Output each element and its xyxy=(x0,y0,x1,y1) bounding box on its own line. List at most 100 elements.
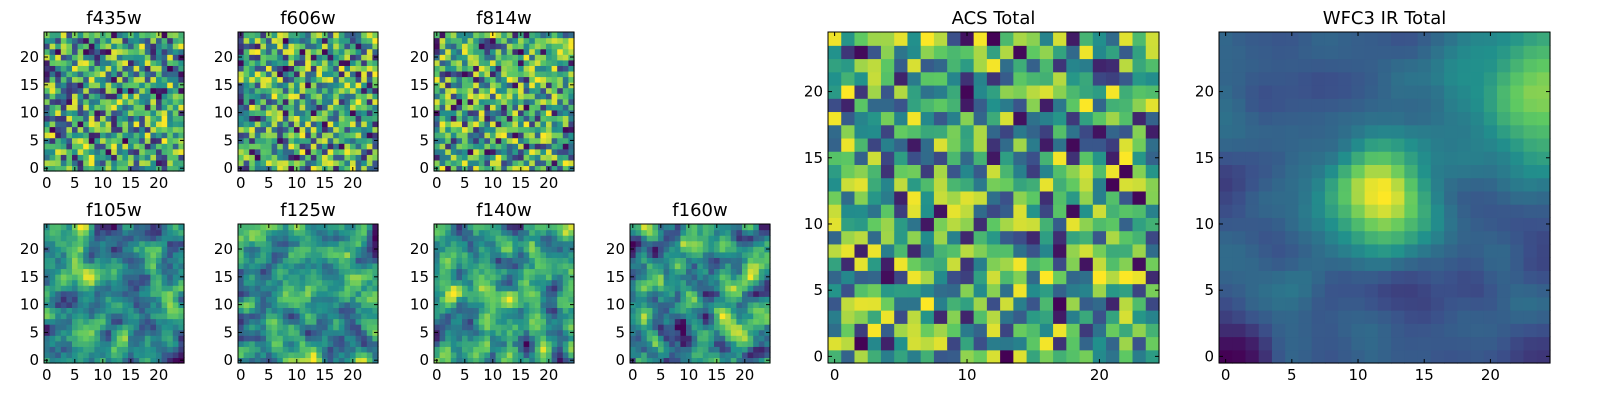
heatmap-cell xyxy=(139,351,146,359)
heatmap-cell xyxy=(333,59,340,66)
heatmap-cell xyxy=(894,204,909,218)
heatmap-cell xyxy=(462,137,469,144)
heatmap-cell xyxy=(1039,270,1054,285)
heatmap-cell xyxy=(960,349,975,364)
heatmap-cell xyxy=(322,137,329,144)
heatmap-cell xyxy=(288,126,295,133)
heatmap-cell xyxy=(742,340,749,347)
heatmap-cell xyxy=(534,324,541,331)
heatmap-cell xyxy=(310,257,317,264)
heatmap-cell xyxy=(529,307,536,314)
heatmap-cell xyxy=(156,59,163,66)
heatmap-cell xyxy=(88,70,95,78)
heatmap-cell xyxy=(680,262,687,270)
heatmap-cell xyxy=(568,154,575,161)
heatmap-cell xyxy=(249,120,256,128)
heatmap-cell xyxy=(111,165,118,172)
heatmap-cell xyxy=(557,246,564,253)
heatmap-cell xyxy=(686,312,693,320)
heatmap-cell xyxy=(635,290,642,297)
heatmap-cell xyxy=(495,154,502,161)
heatmap-cell xyxy=(758,268,765,275)
heatmap-cell xyxy=(719,340,726,347)
heatmap-cell xyxy=(501,137,508,144)
heatmap-cell xyxy=(1026,230,1041,245)
heatmap-cell xyxy=(630,307,637,314)
heatmap-cell xyxy=(72,143,79,150)
heatmap-cell xyxy=(529,154,536,161)
heatmap-cell xyxy=(167,224,174,231)
heatmap-cell xyxy=(518,318,525,325)
heatmap-cell xyxy=(167,274,174,281)
heatmap-cell xyxy=(150,274,157,281)
heatmap-cell xyxy=(730,324,737,331)
heatmap-cell xyxy=(646,301,653,308)
heatmap-cell xyxy=(338,229,345,236)
heatmap-cell xyxy=(473,274,480,281)
heatmap-cell xyxy=(714,274,721,281)
heatmap-cell xyxy=(249,154,256,161)
heatmap-cell xyxy=(144,290,151,297)
heatmap-cell xyxy=(49,126,56,133)
heatmap-cell xyxy=(128,318,135,325)
heatmap-cell xyxy=(529,346,536,353)
heatmap-cell xyxy=(344,357,351,364)
heatmap-cell xyxy=(523,335,530,342)
heatmap-cell xyxy=(652,296,659,303)
heatmap-cell xyxy=(94,262,101,270)
heatmap-cell xyxy=(450,126,457,133)
heatmap-cell xyxy=(122,274,129,281)
heatmap-cell xyxy=(697,290,704,297)
heatmap-cell xyxy=(450,120,457,128)
heatmap-cell xyxy=(366,115,373,122)
heatmap-cell xyxy=(506,159,513,167)
heatmap-cell xyxy=(178,351,185,359)
heatmap-cell xyxy=(1145,296,1160,311)
heatmap-cell xyxy=(288,109,295,116)
heatmap-cell xyxy=(100,312,107,320)
heatmap-cell xyxy=(350,307,357,314)
heatmap-cell xyxy=(907,257,922,271)
heatmap-cell xyxy=(49,357,56,364)
heatmap-cell xyxy=(1092,204,1107,218)
heatmap-cell xyxy=(529,93,536,100)
heatmap-cell xyxy=(277,165,284,172)
heatmap-cell xyxy=(366,165,373,172)
x-tick-label: 0 xyxy=(628,366,638,384)
heatmap-cell xyxy=(867,349,882,364)
x-tick-label: 15 xyxy=(315,174,334,192)
heatmap-cell xyxy=(434,59,441,66)
heatmap-cell xyxy=(322,240,329,247)
heatmap-cell xyxy=(1000,204,1014,218)
heatmap-cell xyxy=(66,59,73,66)
heatmap-cell xyxy=(730,357,737,364)
heatmap-cell xyxy=(249,137,256,144)
heatmap-cell xyxy=(322,148,329,155)
heatmap-cell xyxy=(288,318,295,325)
heatmap-cell xyxy=(686,301,693,308)
heatmap-cell xyxy=(501,120,508,128)
heatmap-cell xyxy=(72,87,79,94)
heatmap-cell xyxy=(178,285,185,292)
heatmap-cell xyxy=(635,262,642,270)
heatmap-cell xyxy=(947,217,961,232)
heatmap-cell xyxy=(854,283,869,298)
heatmap-cell xyxy=(361,137,368,144)
heatmap-cell xyxy=(758,246,765,253)
heatmap-cell xyxy=(172,148,179,155)
heatmap-cell xyxy=(60,76,67,83)
heatmap-cell xyxy=(333,279,340,286)
heatmap-cell xyxy=(1119,243,1134,258)
heatmap-cell xyxy=(534,262,541,270)
heatmap-cell xyxy=(495,346,502,353)
heatmap-cell xyxy=(986,177,1001,192)
heatmap-cell xyxy=(1106,296,1120,311)
heatmap-cell xyxy=(316,279,323,286)
heatmap-cell xyxy=(44,229,51,236)
heatmap-cell xyxy=(243,290,250,297)
heatmap-cell xyxy=(156,126,163,133)
heatmap-cell xyxy=(83,159,90,167)
heatmap-cell xyxy=(1026,283,1041,298)
heatmap-cell xyxy=(490,312,497,320)
